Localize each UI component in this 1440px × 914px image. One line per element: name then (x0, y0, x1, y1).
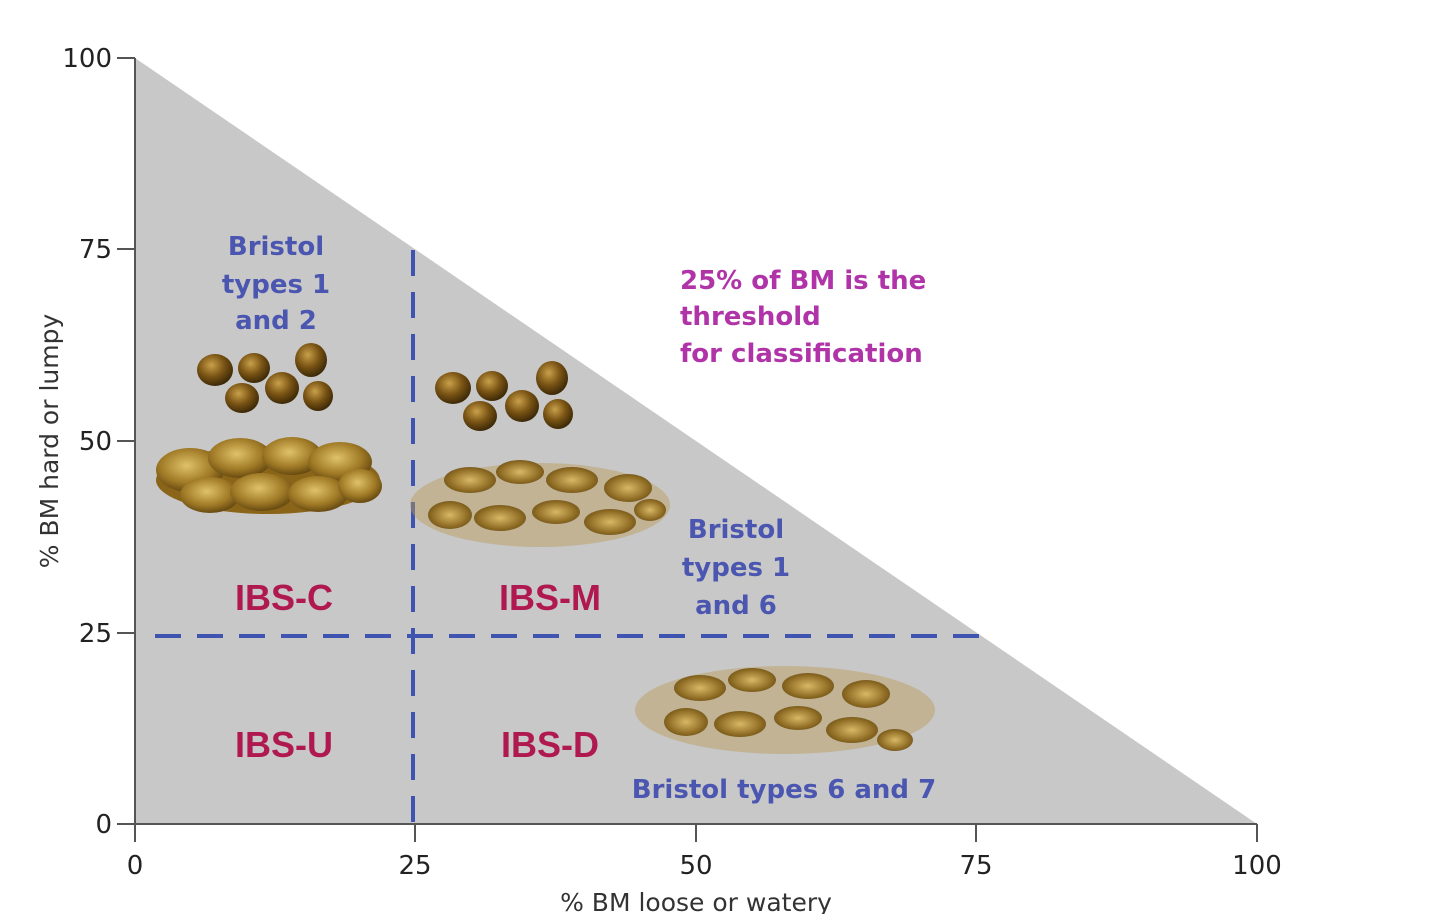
x-tick-label-25: 25 (398, 851, 431, 881)
y-tick-label-0: 0 (95, 810, 112, 840)
bristol-m-line-3: and 6 (695, 591, 777, 621)
x-tick-label-50: 50 (679, 851, 712, 881)
bristol-c-line-3: and 2 (235, 306, 317, 336)
note-line-1: 25% of BM is the (680, 266, 926, 296)
y-tick-label-25: 25 (79, 619, 112, 649)
bristol-m-line-2: types 1 (682, 553, 790, 583)
x-axis-title: % BM loose or watery (560, 888, 832, 914)
bristol-c-line-2: types 1 (222, 270, 330, 300)
x-tick-label-0: 0 (127, 851, 144, 881)
bristol-m-line-1: Bristol (688, 515, 784, 545)
x-tick-label-75: 75 (959, 851, 992, 881)
y-tick-label-100: 100 (62, 44, 112, 74)
classification-triangle (135, 58, 1257, 824)
stool-sausage-icon-constipation (156, 437, 382, 514)
note-line-2: threshold (680, 302, 821, 332)
stool-lumps-icon-mixed (435, 361, 573, 431)
stool-mushy-icon-mixed (410, 460, 670, 547)
region-label-ibs-c: IBS-C (235, 577, 333, 618)
y-tick-label-50: 50 (79, 427, 112, 457)
region-label-ibs-u: IBS-U (235, 724, 333, 765)
bristol-label-diarrhea: Bristol types 6 and 7 (632, 775, 936, 805)
x-axis-ticks (134, 824, 1258, 842)
y-axis-ticks (117, 57, 135, 825)
bristol-label-mixed: Bristol types 1 and 6 (682, 515, 790, 621)
stool-lumps-icon-constipation (197, 343, 333, 413)
region-label-ibs-m: IBS-M (499, 577, 601, 618)
threshold-note: 25% of BM is the threshold for classific… (680, 266, 926, 369)
region-label-ibs-d: IBS-D (501, 724, 599, 765)
y-tick-label-75: 75 (79, 235, 112, 265)
bristol-label-constipation: Bristol types 1 and 2 (222, 232, 330, 336)
stool-mushy-icon-diarrhea (635, 666, 935, 754)
y-axis-title: % BM hard or lumpy (35, 314, 64, 569)
note-line-3: for classification (680, 339, 923, 369)
x-tick-label-100: 100 (1232, 851, 1282, 881)
bristol-c-line-1: Bristol (228, 232, 324, 262)
